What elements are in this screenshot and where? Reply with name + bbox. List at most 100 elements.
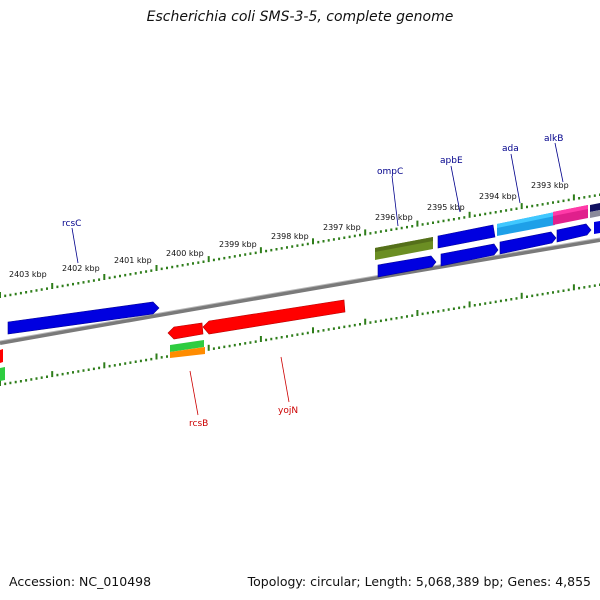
gene-rcsB[interactable]	[167, 322, 204, 340]
minor-tick	[265, 338, 268, 342]
minor-tick	[510, 208, 513, 211]
minor-tick	[160, 356, 163, 359]
minor-tick	[30, 378, 33, 381]
gene-label-ada: ada	[502, 144, 519, 154]
minor-tick	[546, 292, 549, 295]
minor-tick	[197, 261, 200, 264]
major-tick	[416, 220, 419, 227]
minor-tick	[301, 332, 304, 336]
minor-tick	[322, 329, 325, 332]
tick-label: 2397 kbp	[323, 223, 361, 232]
tick-ring-bottom	[0, 283, 600, 386]
minor-tick	[134, 360, 137, 363]
minor-tick	[40, 376, 43, 379]
minor-tick	[233, 255, 236, 258]
gene-forward[interactable]	[440, 243, 499, 267]
gene-label-apbE: apbE	[440, 156, 463, 166]
minor-tick	[452, 218, 455, 221]
tick-label: 2400 kbp	[166, 249, 204, 258]
gene-forward[interactable]	[594, 221, 600, 234]
minor-tick	[317, 330, 320, 333]
minor-tick	[400, 316, 403, 319]
minor-tick	[338, 237, 341, 240]
minor-tick	[46, 375, 48, 378]
minor-tick	[411, 314, 414, 317]
minor-tick	[552, 291, 554, 294]
minor-tick	[583, 196, 586, 199]
minor-tick	[254, 251, 257, 255]
gene-reverse[interactable]	[170, 340, 204, 352]
minor-tick	[239, 254, 241, 257]
minor-tick	[374, 231, 377, 234]
minor-tick	[113, 364, 116, 367]
minor-tick	[306, 331, 309, 335]
minor-tick	[515, 297, 518, 300]
major-tick	[520, 292, 523, 299]
minor-tick	[14, 292, 17, 296]
minor-tick	[447, 218, 450, 222]
gene-reverse[interactable]	[0, 367, 5, 381]
minor-tick	[541, 203, 544, 206]
tick-labels: 2403 kbp 2402 kbp 2401 kbp 2400 kbp 2399…	[9, 181, 569, 279]
gene-label-leaders	[71, 142, 564, 416]
minor-tick	[567, 198, 570, 202]
minor-tick	[463, 305, 466, 309]
minor-tick	[275, 336, 278, 340]
genome-backbone-highlight	[0, 237, 600, 342]
minor-tick	[400, 226, 403, 230]
gene-reverse[interactable]	[0, 349, 3, 363]
minor-tick	[228, 256, 231, 259]
major-tick	[103, 274, 106, 280]
minor-tick	[270, 248, 273, 252]
minor-tick	[385, 229, 388, 232]
minor-tick	[244, 342, 247, 345]
minor-tick	[291, 245, 294, 248]
gene-forward[interactable]	[377, 255, 437, 278]
minor-tick	[395, 227, 398, 231]
minor-tick	[35, 289, 38, 292]
minor-tick	[406, 225, 408, 229]
tick-ring-top	[0, 193, 600, 298]
minor-tick	[98, 366, 101, 370]
minor-tick	[166, 355, 168, 358]
minor-tick	[432, 221, 434, 224]
major-tick	[416, 310, 419, 316]
minor-tick	[19, 291, 22, 295]
minor-tick	[92, 367, 95, 371]
gene-forward[interactable]	[590, 203, 600, 212]
tick-label: 2399 kbp	[219, 240, 257, 249]
gene-forward[interactable]	[590, 210, 600, 218]
minor-tick	[338, 326, 341, 329]
gene-forward[interactable]	[556, 223, 592, 243]
gene-yojN[interactable]	[202, 299, 346, 335]
gene-label-ompC: ompC	[377, 167, 403, 177]
minor-tick	[322, 240, 325, 243]
gene-reverse[interactable]	[170, 347, 205, 358]
minor-tick	[526, 295, 528, 298]
minor-tick	[515, 207, 518, 210]
minor-tick	[359, 323, 361, 326]
genome-summary-text: Topology: circular; Length: 5,068,389 bp…	[247, 574, 591, 589]
minor-tick	[332, 327, 335, 330]
major-tick	[468, 301, 471, 308]
minor-tick	[139, 271, 142, 274]
minor-tick	[291, 334, 294, 337]
minor-tick	[442, 219, 445, 223]
minor-tick	[265, 249, 268, 253]
minor-tick	[557, 290, 560, 293]
minor-tick	[348, 235, 351, 239]
gene-forward[interactable]	[499, 231, 557, 255]
minor-tick	[437, 220, 440, 224]
minor-tick	[541, 292, 544, 296]
minor-tick	[124, 362, 127, 365]
gene-rcsC[interactable]	[7, 301, 160, 335]
reverse-genes	[0, 299, 346, 381]
minor-tick	[327, 328, 330, 331]
minor-tick	[484, 212, 487, 216]
minor-tick	[578, 286, 581, 290]
tick-label: 2402 kbp	[62, 264, 100, 273]
minor-tick	[166, 266, 168, 270]
minor-tick	[437, 310, 440, 313]
gene-apbE[interactable]	[437, 224, 496, 249]
minor-tick	[458, 306, 461, 310]
